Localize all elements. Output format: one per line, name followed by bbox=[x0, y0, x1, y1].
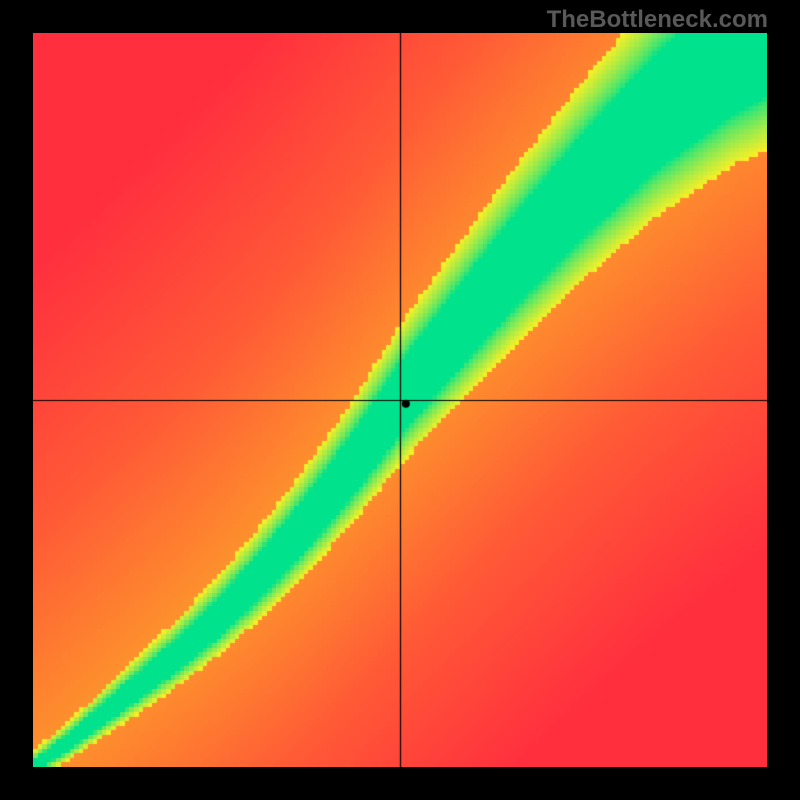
watermark-text: TheBottleneck.com bbox=[547, 6, 768, 34]
bottleneck-heatmap bbox=[33, 33, 767, 767]
chart-container: TheBottleneck.com bbox=[0, 0, 800, 800]
